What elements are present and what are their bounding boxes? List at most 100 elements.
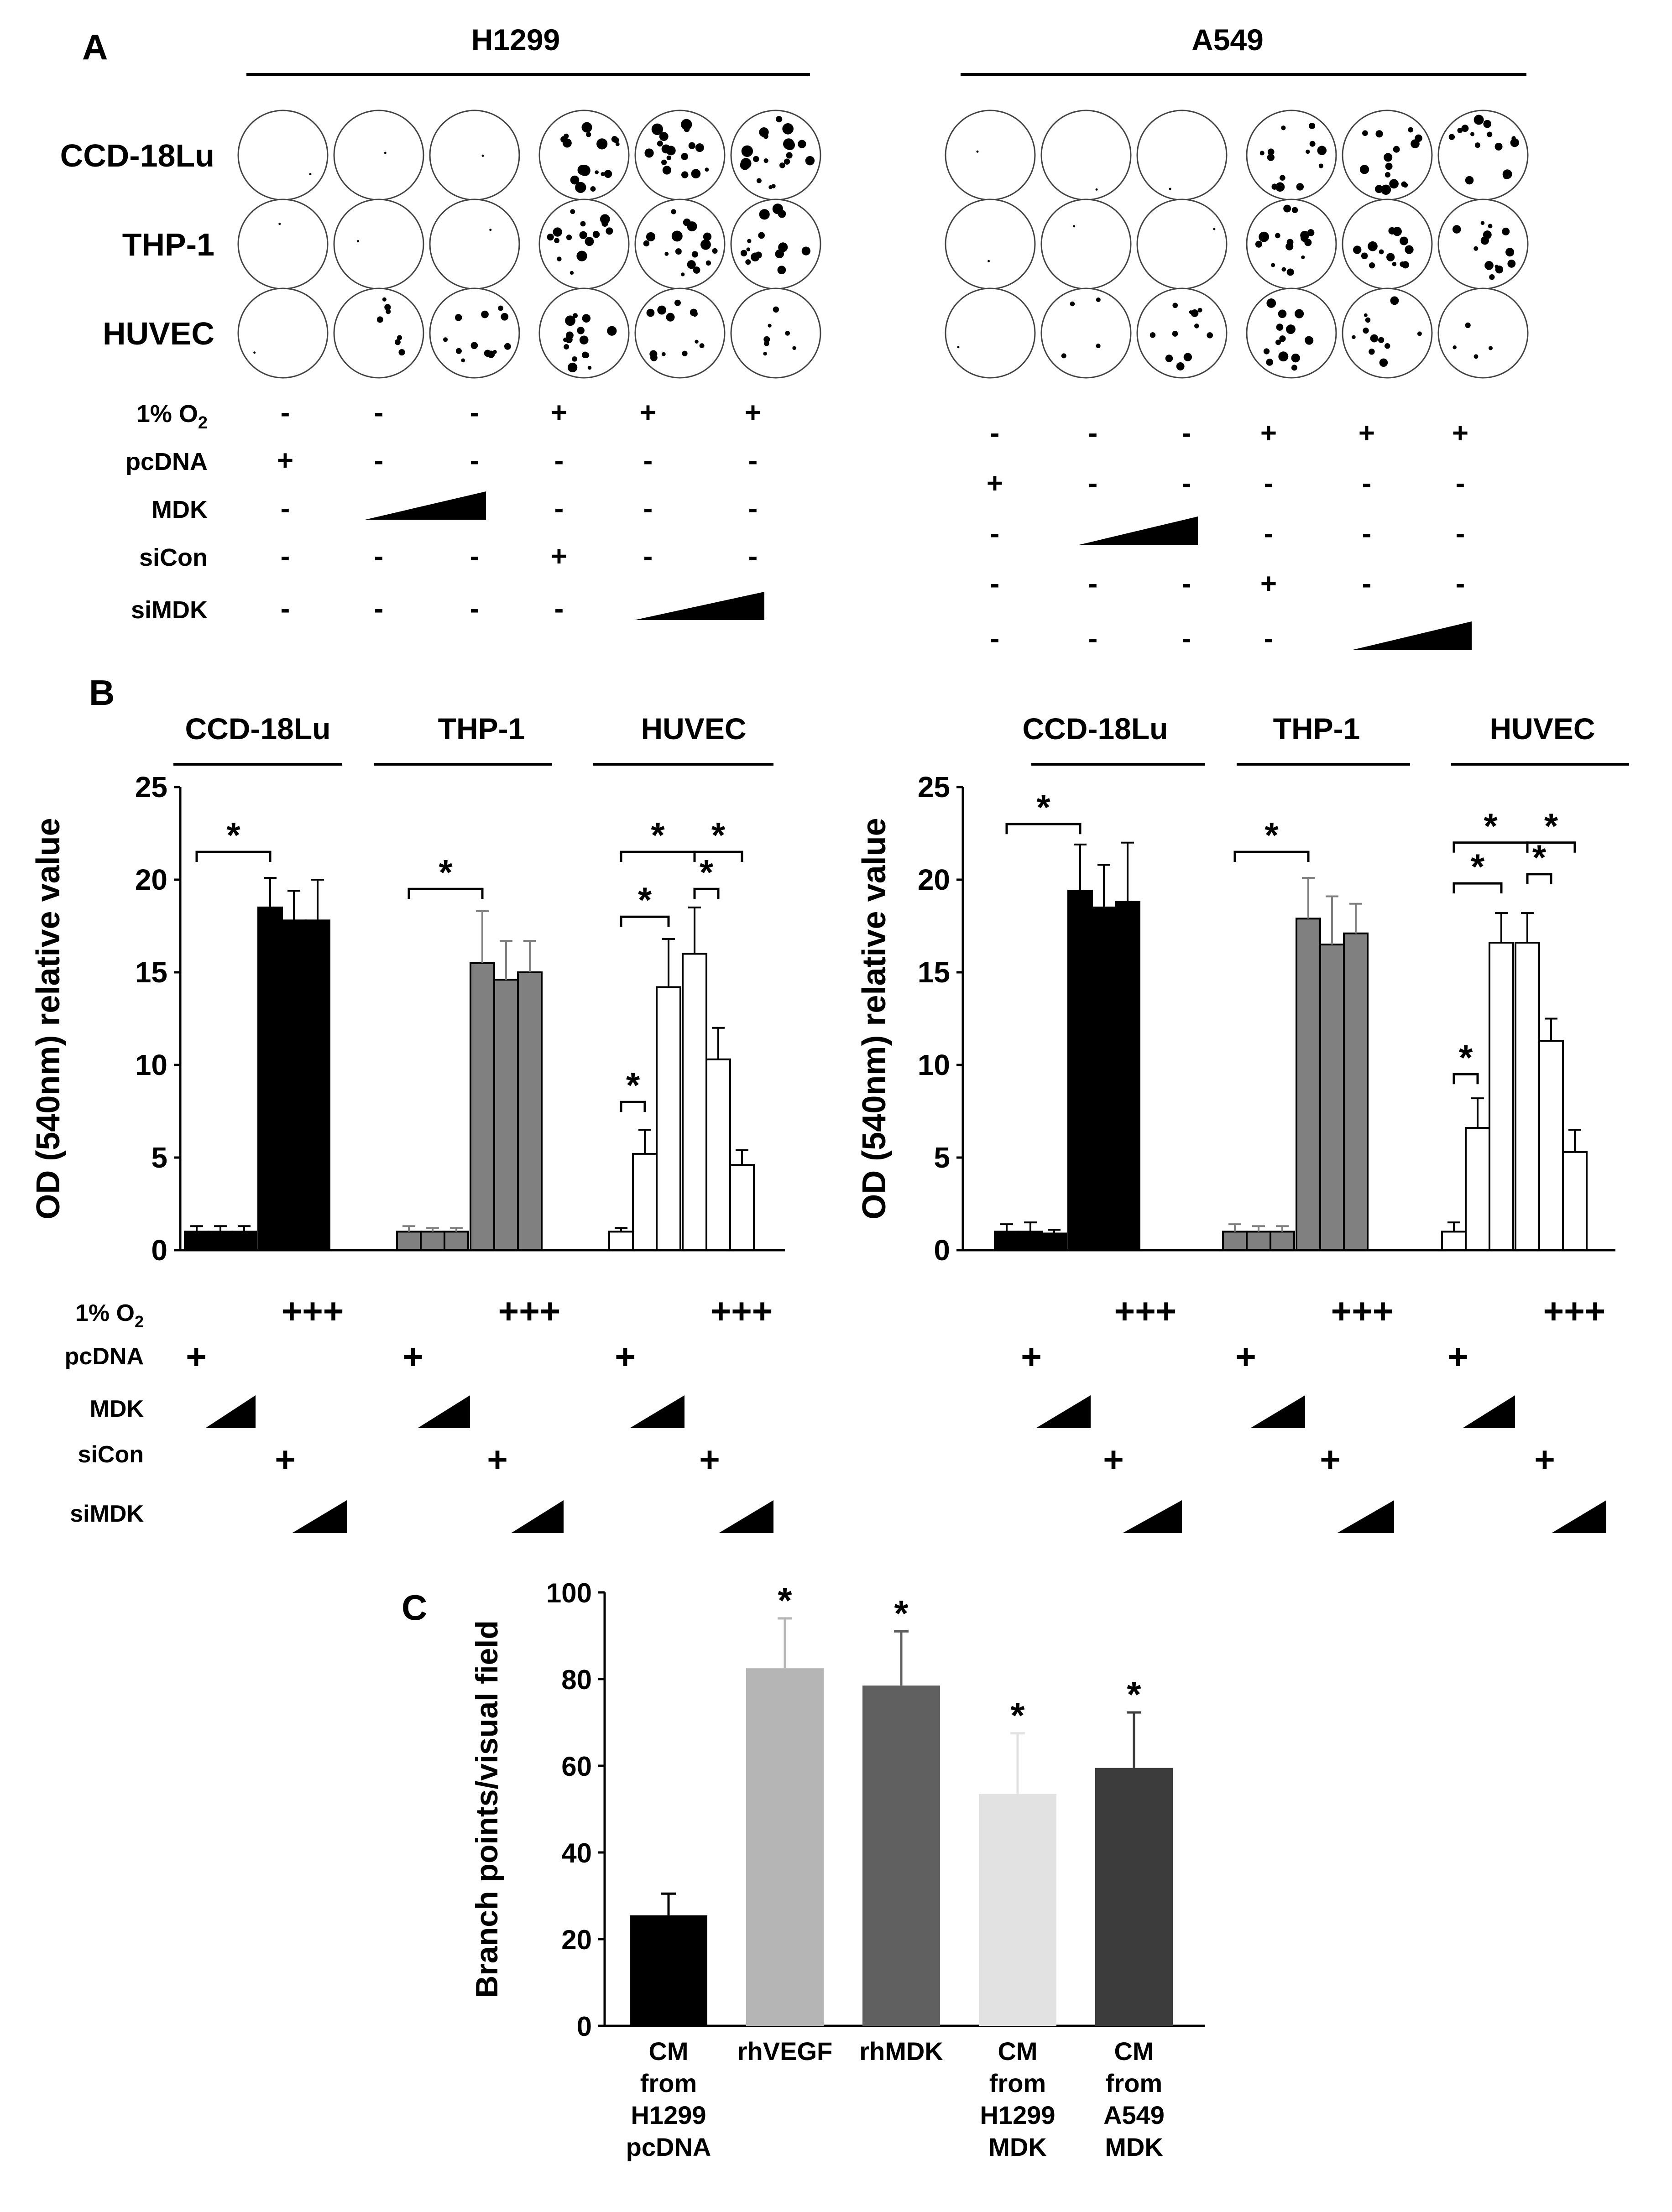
minus-sign: - [281, 397, 290, 428]
bar [746, 1668, 824, 2026]
colony-dot [565, 315, 575, 326]
bar [184, 1231, 209, 1251]
colony-dot [484, 350, 491, 357]
colony-dot [657, 141, 663, 147]
colony-dot [763, 158, 768, 163]
significance-bracket [1005, 823, 1082, 835]
well-outline [1246, 110, 1337, 201]
well-outline [333, 110, 424, 201]
colony-dot [587, 365, 592, 370]
colony-dot [1487, 131, 1493, 137]
colony-dot [1096, 297, 1101, 302]
colony-dot [1197, 308, 1202, 313]
colony-dot [1309, 122, 1316, 129]
colony-dot [581, 122, 592, 133]
well-outline [1437, 287, 1529, 379]
colony-dot [579, 231, 587, 240]
well-outline [538, 287, 630, 379]
y-axis-label: OD (540nm) relative value [30, 818, 67, 1219]
colony-dot [1465, 176, 1474, 185]
culture-well [1136, 110, 1228, 201]
colony-dot [771, 184, 776, 188]
colony-dot [604, 170, 612, 178]
culture-well [1437, 110, 1529, 201]
colony-dot [455, 314, 462, 321]
panel-c-label: C [402, 1587, 427, 1628]
minus-sign: - [554, 445, 564, 476]
colony-dot [547, 233, 554, 241]
colony-dot [664, 251, 669, 256]
culture-well [237, 110, 329, 201]
colony-dot [1390, 296, 1399, 305]
colony-dot [659, 132, 669, 141]
colony-dot [1061, 353, 1066, 359]
colony-dot [1368, 241, 1378, 251]
colony-dot [1213, 228, 1216, 230]
colony-dot [688, 142, 695, 149]
culture-well [1342, 287, 1433, 379]
colony-dot [1448, 134, 1455, 140]
culture-well [1246, 110, 1337, 201]
significance-star: * [1484, 806, 1498, 846]
colony-dot [699, 343, 705, 349]
colony-dot [1465, 322, 1471, 328]
y-tick-label: 40 [561, 1838, 592, 1868]
colony-dot [1473, 354, 1479, 359]
colony-dot [792, 346, 796, 350]
panel-a-row-label-thp1: THP-1 [122, 227, 214, 262]
gradient-ramp [1079, 516, 1198, 545]
plus-sign: + [987, 468, 1003, 499]
significance-star: * [651, 815, 665, 855]
colony-dot [988, 260, 990, 262]
colony-dot [1405, 246, 1410, 251]
colony-dot [1279, 335, 1286, 342]
colony-dot [580, 221, 586, 227]
gradient-ramp [1337, 1500, 1394, 1533]
gradient-ramp [292, 1500, 347, 1533]
y-axis-label: OD (540nm) relative value [856, 818, 893, 1219]
colony-dot [1389, 179, 1399, 189]
colony-dot [784, 158, 790, 165]
triple-plus: +++ [1114, 1291, 1177, 1331]
gradient-ramp [1250, 1395, 1305, 1428]
bar [517, 971, 543, 1251]
colony-dot [1488, 224, 1493, 229]
colony-dot [801, 246, 810, 256]
colony-dot [1400, 236, 1409, 245]
colony-dot [1483, 120, 1492, 128]
colony-dot [675, 248, 682, 255]
colony-dot [601, 172, 605, 177]
colony-dot [1286, 239, 1294, 246]
colony-dot [1370, 334, 1379, 343]
colony-dot [581, 351, 589, 359]
minus-sign: - [1456, 518, 1465, 549]
colony-dot [785, 331, 790, 336]
colony-dot [1461, 125, 1469, 132]
colony-dot [740, 250, 747, 257]
colony-dot [1470, 132, 1475, 136]
bar [1091, 906, 1117, 1251]
colony-dot [1280, 175, 1285, 181]
significance-star: * [700, 852, 714, 892]
group-title: CCD-18Lu [1022, 712, 1168, 746]
colony-dot [1415, 134, 1422, 142]
colony-dot [756, 178, 762, 183]
colony-dot [253, 351, 256, 354]
colony-dot [1318, 163, 1323, 168]
bar [979, 1794, 1056, 2026]
minus-sign: - [374, 397, 384, 428]
plus-sign: + [699, 1439, 720, 1479]
culture-well [1040, 287, 1132, 379]
colony-dot [1408, 127, 1414, 133]
culture-well [429, 198, 520, 290]
culture-well [634, 198, 726, 290]
panel-b: B 0 5 10 15 20 25 OD (540nm) relative value CCD… [30, 673, 1629, 1533]
bar [1319, 944, 1345, 1252]
colony-dot [1095, 188, 1098, 191]
colony-dot [1317, 146, 1327, 156]
colony-dot [1301, 255, 1305, 259]
colony-dot [566, 235, 572, 240]
minus-sign: - [470, 593, 480, 625]
colony-dot [1361, 252, 1368, 260]
bar [1041, 1232, 1067, 1251]
